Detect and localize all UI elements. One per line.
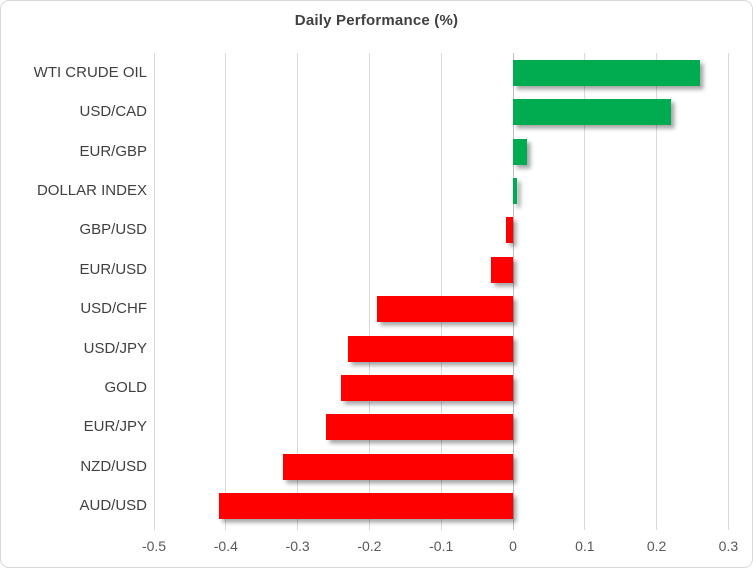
category-label-usd-chf: USD/CHF (80, 300, 147, 318)
category-label-eur-gbp: EUR/GBP (79, 142, 147, 160)
category-label-gbp-usd: GBP/USD (79, 221, 147, 239)
x-tick-label: 0 (509, 538, 517, 554)
category-label-wti-crude-oil: WTI CRUDE OIL (33, 63, 147, 81)
category-label-eur-jpy: EUR/JPY (83, 418, 147, 436)
x-tick-label: -0.4 (213, 538, 238, 554)
bar-eur-usd (491, 256, 513, 283)
bar-dollar-index (513, 177, 517, 204)
chart-title: Daily Performance (%) (294, 12, 459, 29)
zero-axis-line (512, 53, 514, 530)
bar-usd-jpy (347, 335, 513, 362)
bar-gold (340, 375, 513, 402)
category-label-dollar-index: DOLLAR INDEX (36, 181, 147, 199)
category-label-usd-jpy: USD/JPY (83, 339, 147, 357)
bar-gbp-usd (505, 217, 513, 244)
gridline-0.3 (727, 53, 729, 530)
bar-eur-gbp (513, 138, 528, 165)
gridline--0.1 (440, 53, 442, 530)
bar-nzd-usd (283, 453, 513, 480)
x-tick-label: -0.3 (285, 538, 310, 554)
bar-usd-cad (513, 99, 671, 126)
category-label-aud-usd: AUD/USD (79, 497, 147, 515)
x-tick-label: 0.3 (718, 538, 739, 554)
gridline-0.1 (584, 53, 586, 530)
gridline--0.3 (297, 53, 299, 530)
bar-usd-chf (376, 296, 513, 323)
x-tick-label: 0.1 (575, 538, 595, 554)
gridline--0.5 (153, 53, 155, 530)
category-label-usd-cad: USD/CAD (79, 103, 147, 121)
bar-aud-usd (218, 493, 513, 520)
gridline-0.2 (656, 53, 658, 530)
category-label-nzd-usd: NZD/USD (80, 457, 147, 475)
category-label-eur-usd: EUR/USD (79, 260, 147, 278)
gridline--0.4 (225, 53, 227, 530)
category-label-gold: GOLD (104, 379, 147, 397)
x-tick-label: -0.1 (429, 538, 454, 554)
bar-eur-jpy (326, 414, 513, 441)
x-tick-label: -0.5 (141, 538, 167, 554)
bar-wti-crude-oil (513, 59, 700, 86)
x-tick-label: -0.2 (357, 538, 382, 554)
x-tick-label: 0.2 (646, 538, 667, 554)
gridline--0.2 (368, 53, 370, 530)
